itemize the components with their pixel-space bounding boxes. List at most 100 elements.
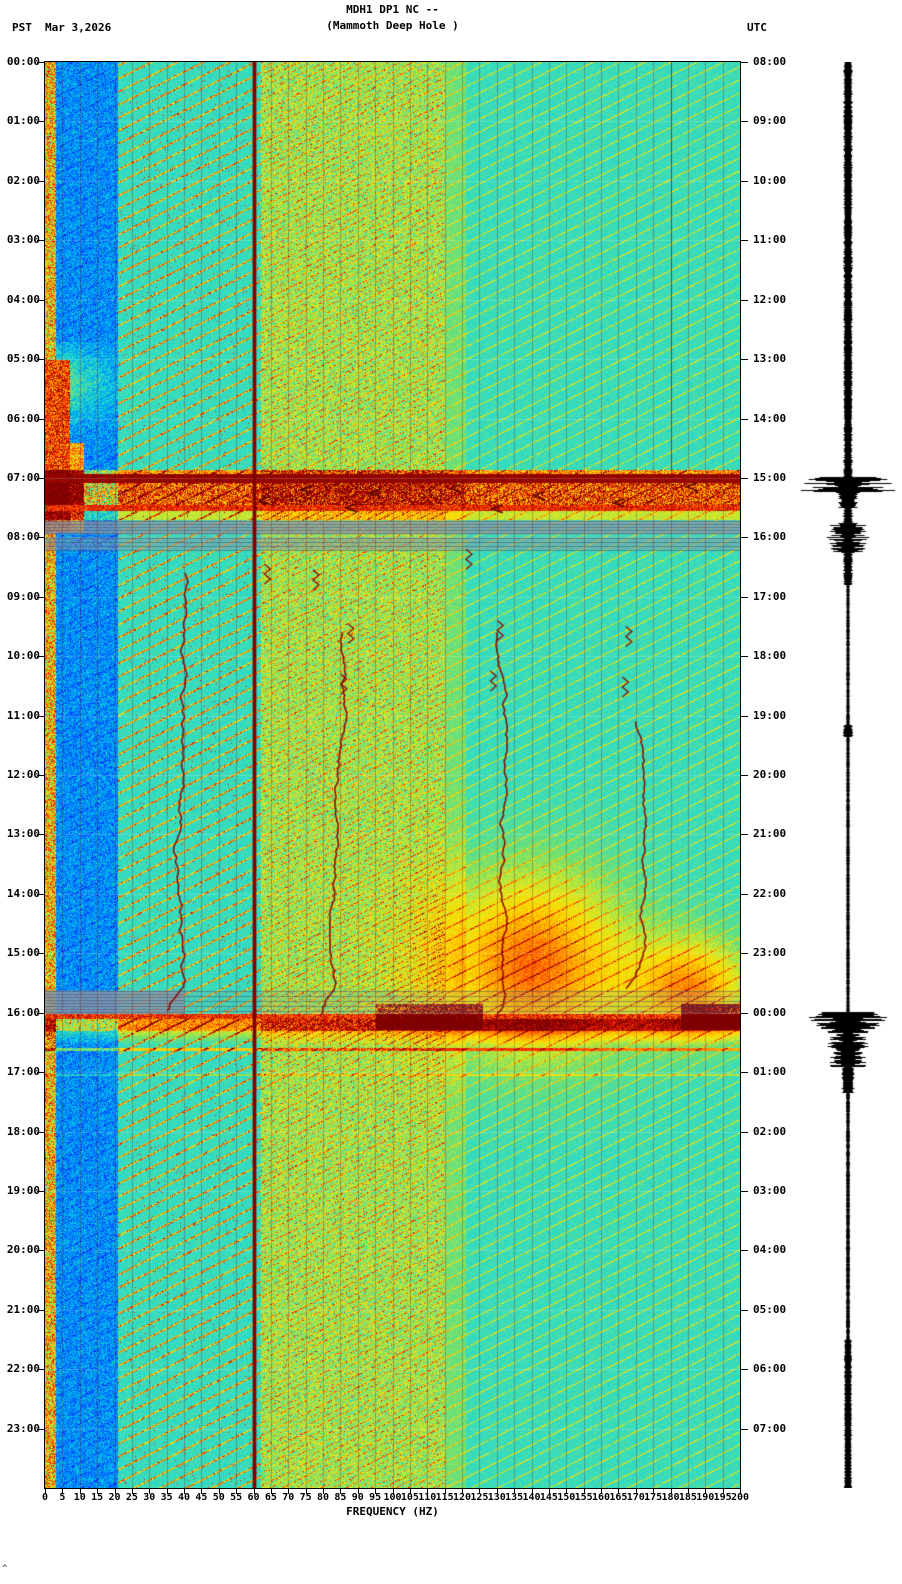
freq-tick (462, 1489, 463, 1494)
freq-tick-label: 150 (557, 1492, 576, 1503)
x-axis-title: FREQUENCY (HZ) (346, 1505, 439, 1518)
freq-tick (532, 1489, 533, 1494)
freq-tick (97, 1489, 98, 1494)
right-time-label: 03:00 (753, 1183, 787, 1197)
freq-tick-label: 30 (143, 1492, 156, 1503)
right-time-label: 10:00 (753, 173, 787, 187)
freq-tick (618, 1489, 619, 1494)
freq-tick (479, 1489, 480, 1494)
freq-tick (340, 1489, 341, 1494)
left-time-label: 01:00 (6, 114, 40, 128)
freq-tick-label: 20 (108, 1492, 121, 1503)
right-time-label: 11:00 (753, 233, 787, 247)
freq-tick-label: 115 (435, 1492, 454, 1503)
freq-tick (62, 1489, 63, 1494)
freq-tick (636, 1489, 637, 1494)
hour-tick-right (740, 716, 748, 717)
right-time-label: 22:00 (753, 886, 787, 900)
left-time-label: 03:00 (6, 233, 40, 247)
hour-tick-left (37, 300, 45, 301)
freq-tick (115, 1489, 116, 1494)
freq-tick-label: 100 (383, 1492, 402, 1503)
freq-tick-label: 80 (316, 1492, 330, 1503)
hour-tick-left (37, 121, 45, 122)
left-time-label: 20:00 (6, 1243, 40, 1257)
left-time-label: 02:00 (6, 173, 40, 187)
hour-tick-right (740, 1132, 748, 1133)
left-time-label: 21:00 (6, 1302, 40, 1316)
hour-tick-right (740, 359, 748, 360)
freq-tick-label: 140 (522, 1492, 541, 1503)
freq-tick (236, 1489, 237, 1494)
freq-tick-label: 130 (487, 1492, 506, 1503)
left-time-label: 17:00 (6, 1065, 40, 1079)
hour-tick-right (740, 953, 748, 954)
freq-tick (497, 1489, 498, 1494)
freq-tick (445, 1489, 446, 1494)
freq-tick-label: 180 (661, 1492, 680, 1503)
left-time-label: 19:00 (6, 1183, 40, 1197)
left-time-label: 09:00 (6, 589, 40, 603)
right-time-label: 21:00 (753, 827, 787, 841)
hour-tick-left (37, 359, 45, 360)
hour-tick-left (37, 62, 45, 63)
freq-tick (201, 1489, 202, 1494)
right-time-label: 05:00 (753, 1302, 787, 1316)
freq-tick-label: 155 (574, 1492, 593, 1503)
freq-tick-label: 10 (73, 1492, 86, 1503)
freq-tick (723, 1489, 724, 1494)
freq-tick (393, 1489, 394, 1494)
right-time-label: 18:00 (753, 649, 787, 663)
left-time-label: 05:00 (6, 352, 40, 366)
hour-tick-right (740, 1369, 748, 1370)
hour-tick-left (37, 1429, 45, 1430)
right-time-label: 07:00 (753, 1421, 787, 1435)
freq-tick-label: 160 (591, 1492, 611, 1503)
hour-tick-right (740, 478, 748, 479)
freq-tick (427, 1489, 428, 1494)
freq-tick-label: 85 (334, 1492, 347, 1503)
hour-tick-left (37, 1191, 45, 1192)
freq-tick-label: 75 (299, 1492, 312, 1503)
freq-tick-label: 5 (59, 1492, 66, 1503)
freq-tick (375, 1489, 376, 1494)
freq-tick (323, 1489, 324, 1494)
freq-tick-label: 45 (195, 1492, 208, 1503)
hour-tick-left (37, 1369, 45, 1370)
hour-tick-left (37, 240, 45, 241)
freq-tick (306, 1489, 307, 1494)
hour-tick-right (740, 1013, 748, 1014)
spectrogram-plot (44, 61, 741, 1489)
freq-tick-label: 110 (418, 1492, 437, 1503)
hour-tick-right (740, 775, 748, 776)
freq-tick-label: 125 (470, 1492, 489, 1503)
left-time-label: 22:00 (6, 1362, 40, 1376)
right-time-label: 04:00 (753, 1243, 787, 1257)
freq-tick (584, 1489, 585, 1494)
hour-tick-left (37, 775, 45, 776)
hour-tick-right (740, 1250, 748, 1251)
left-timezone-label: PST (12, 21, 32, 34)
freq-tick-label: 40 (177, 1492, 191, 1503)
left-time-label: 16:00 (6, 1005, 40, 1019)
freq-tick (514, 1489, 515, 1494)
hour-tick-left (37, 953, 45, 954)
freq-tick-label: 95 (369, 1492, 382, 1503)
freq-tick (566, 1489, 567, 1494)
freq-tick (410, 1489, 411, 1494)
freq-tick (80, 1489, 81, 1494)
hour-tick-right (740, 1310, 748, 1311)
freq-tick (601, 1489, 602, 1494)
hour-tick-left (37, 1072, 45, 1073)
hour-tick-right (740, 62, 748, 63)
freq-tick-label: 25 (125, 1492, 138, 1503)
freq-tick (653, 1489, 654, 1494)
left-time-label: 10:00 (6, 649, 40, 663)
freq-tick (254, 1489, 255, 1494)
hour-tick-right (740, 300, 748, 301)
freq-tick (271, 1489, 272, 1494)
freq-tick (167, 1489, 168, 1494)
right-timezone-label: UTC (747, 21, 767, 34)
freq-tick (288, 1489, 289, 1494)
